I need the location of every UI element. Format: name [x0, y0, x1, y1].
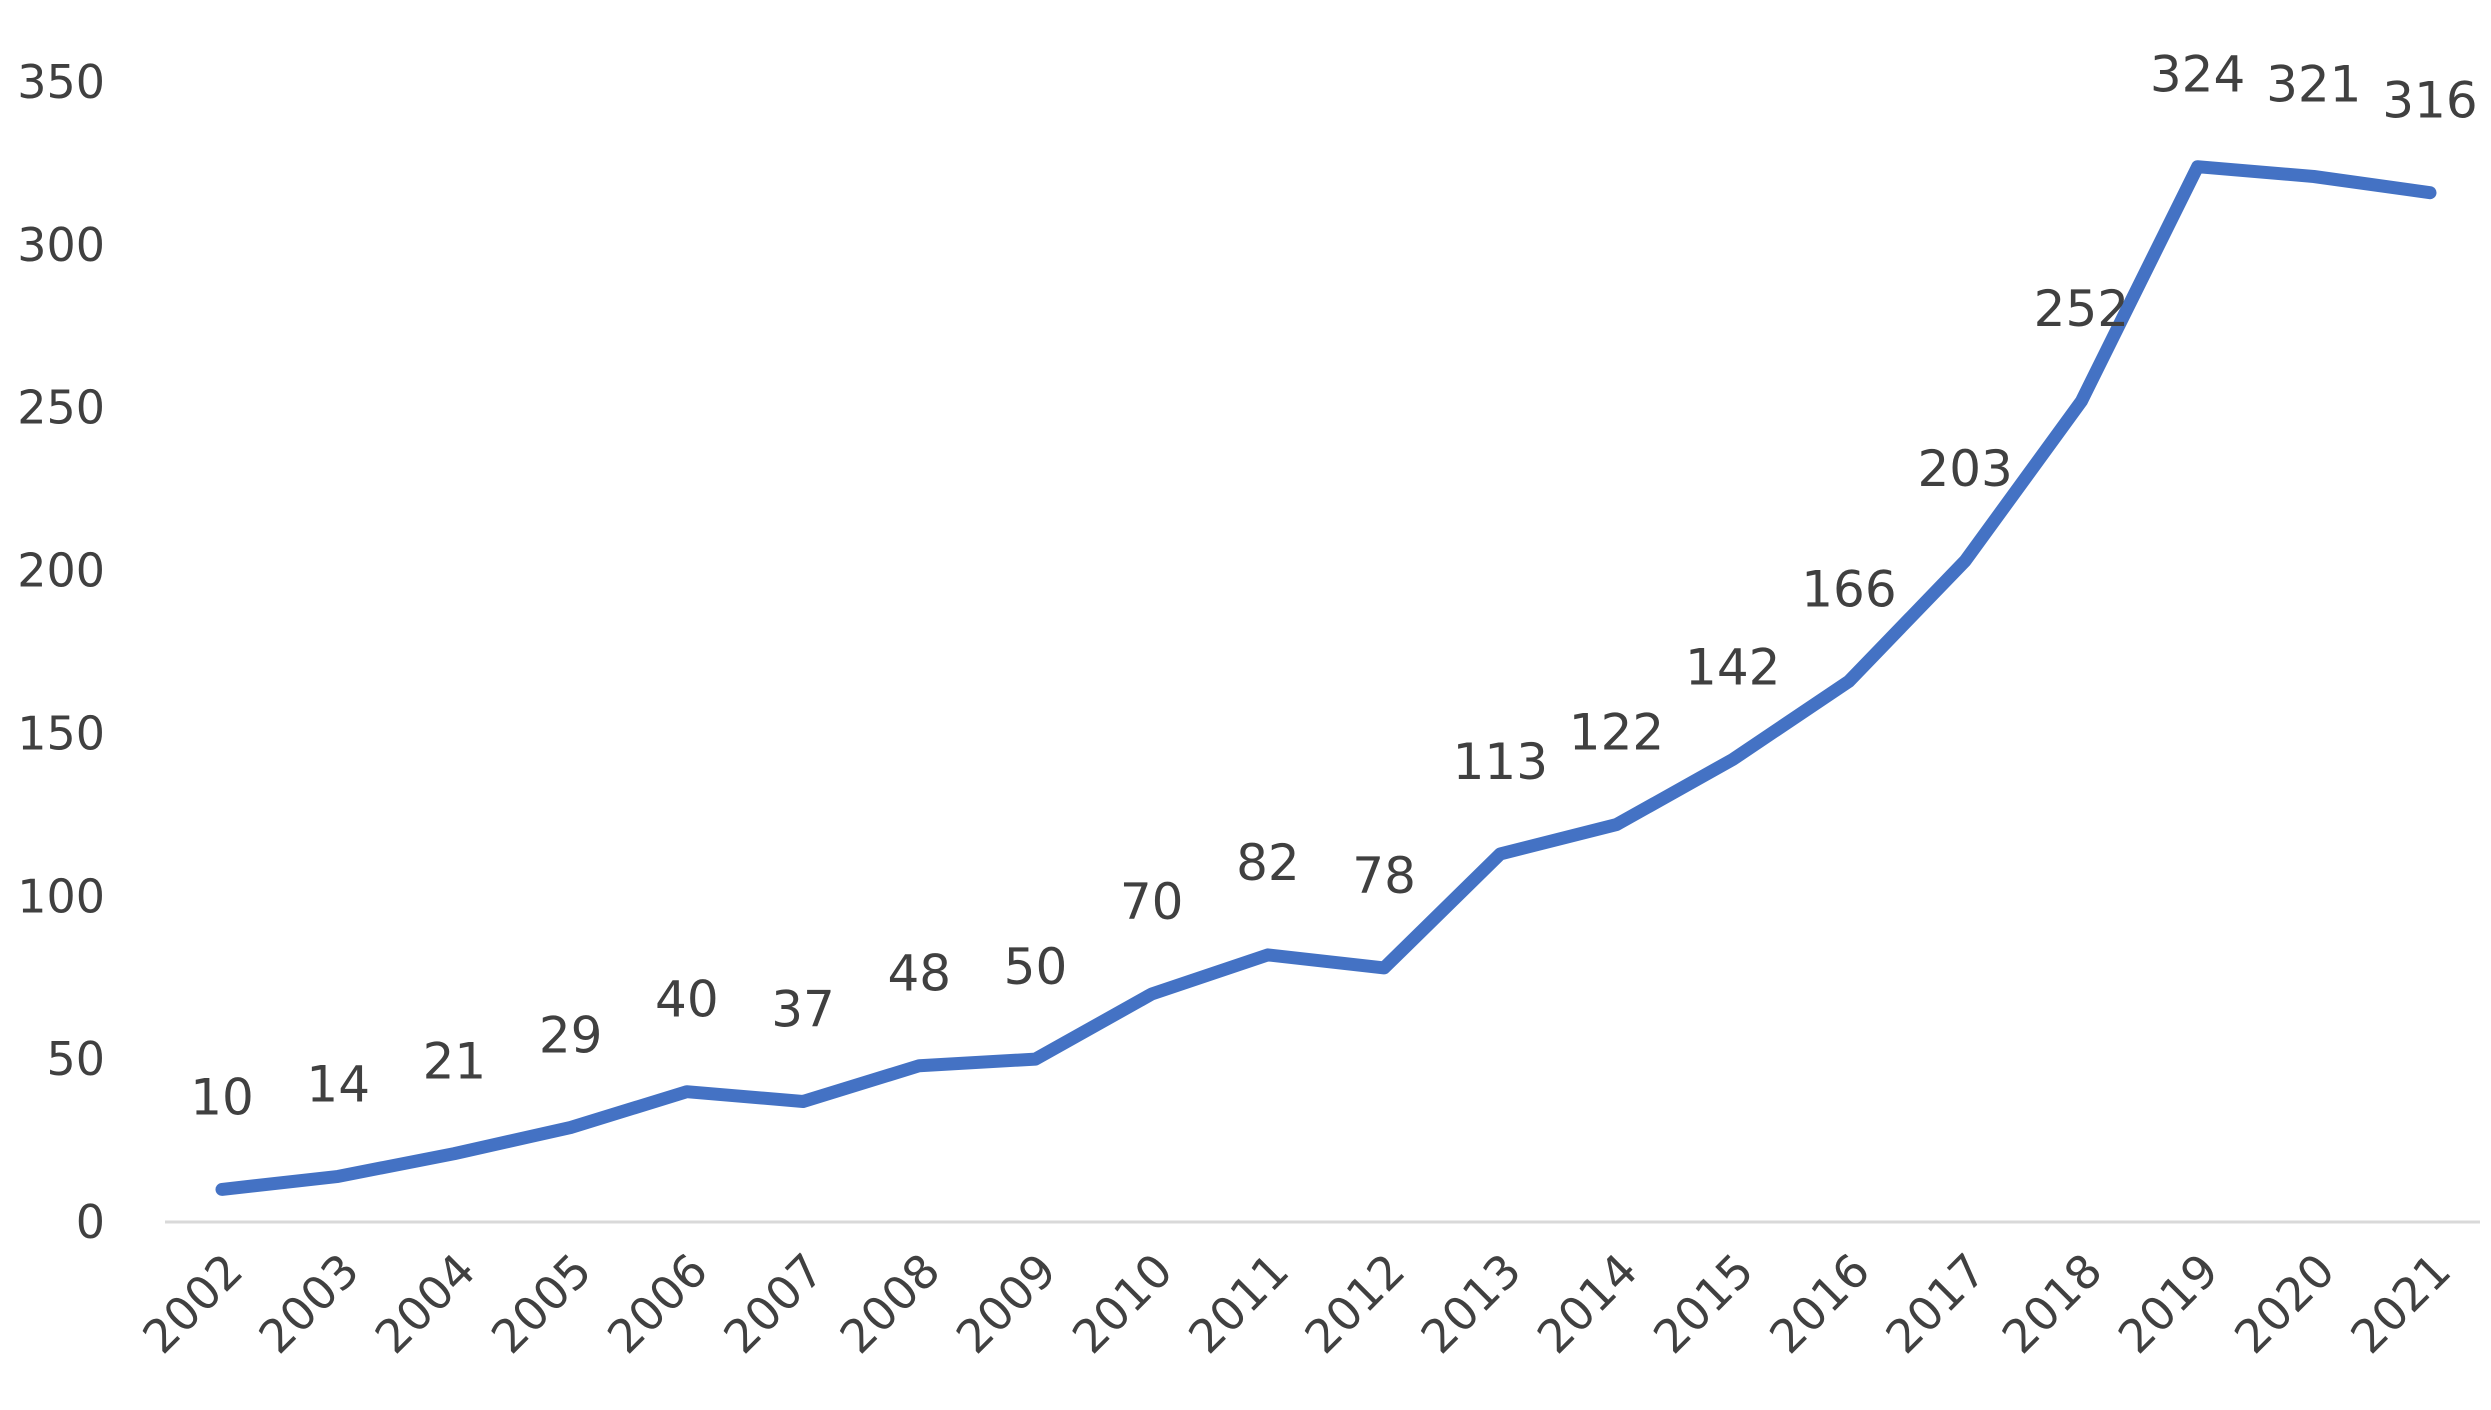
x-axis-ticks: 2002200320042005200620072008200920102011… [132, 1243, 2461, 1364]
data-label: 70 [1120, 873, 1184, 931]
x-tick-label: 2004 [365, 1243, 486, 1364]
x-tick-label: 2005 [481, 1243, 602, 1364]
x-tick-label: 2006 [597, 1243, 718, 1364]
data-label: 48 [887, 945, 951, 1003]
x-tick-label: 2007 [713, 1243, 834, 1364]
data-label: 29 [539, 1007, 603, 1065]
x-tick-label: 2003 [248, 1243, 369, 1364]
data-label: 324 [2150, 46, 2245, 104]
data-label: 142 [1685, 638, 1780, 696]
data-label: 14 [306, 1055, 370, 1113]
x-tick-label: 2019 [2108, 1243, 2229, 1364]
data-label: 21 [423, 1033, 487, 1091]
y-tick-label: 350 [17, 55, 105, 109]
data-label: 113 [1453, 733, 1548, 791]
series-line [215, 160, 2437, 1196]
data-label: 37 [771, 980, 835, 1038]
x-tick-label: 2009 [946, 1243, 1067, 1364]
y-tick-label: 150 [17, 706, 105, 760]
y-tick-label: 250 [17, 381, 105, 435]
x-tick-label: 2002 [132, 1243, 253, 1364]
x-tick-label: 2008 [829, 1243, 950, 1364]
x-tick-label: 2016 [1759, 1243, 1880, 1364]
y-tick-label: 300 [17, 218, 105, 272]
x-tick-label: 2020 [2224, 1243, 2345, 1364]
data-label: 252 [2034, 280, 2129, 338]
data-label: 50 [1004, 938, 1068, 996]
data-labels: 10 14 21 29 40 37 48 50 70 82 78 113 122 142 166 203 252… [190, 46, 2478, 1127]
x-tick-label: 2018 [1992, 1243, 2113, 1364]
data-label: 82 [1236, 834, 1300, 892]
data-label: 122 [1569, 704, 1664, 762]
y-tick-label: 100 [17, 869, 105, 923]
x-tick-label: 2021 [2340, 1243, 2461, 1364]
x-tick-label: 2017 [1875, 1243, 1996, 1364]
x-tick-label: 2014 [1527, 1243, 1648, 1364]
x-tick-label: 2012 [1294, 1243, 1415, 1364]
data-label: 40 [655, 971, 719, 1029]
x-tick-label: 2011 [1178, 1243, 1299, 1364]
data-label: 78 [1352, 847, 1416, 905]
x-tick-label: 2013 [1411, 1243, 1532, 1364]
y-axis-ticks: 0 50 100 150 200 250 300 350 [17, 55, 105, 1249]
x-tick-label: 2010 [1062, 1243, 1183, 1364]
x-tick-label: 2015 [1643, 1243, 1764, 1364]
y-tick-label: 50 [46, 1032, 105, 1086]
data-label: 203 [1917, 440, 2012, 498]
y-tick-label: 200 [17, 544, 105, 598]
y-tick-label: 0 [76, 1195, 105, 1249]
data-label: 10 [190, 1068, 254, 1126]
data-label: 316 [2382, 72, 2477, 130]
data-label: 166 [1801, 560, 1896, 618]
series-group [215, 160, 2437, 1196]
data-label: 321 [2266, 55, 2361, 113]
